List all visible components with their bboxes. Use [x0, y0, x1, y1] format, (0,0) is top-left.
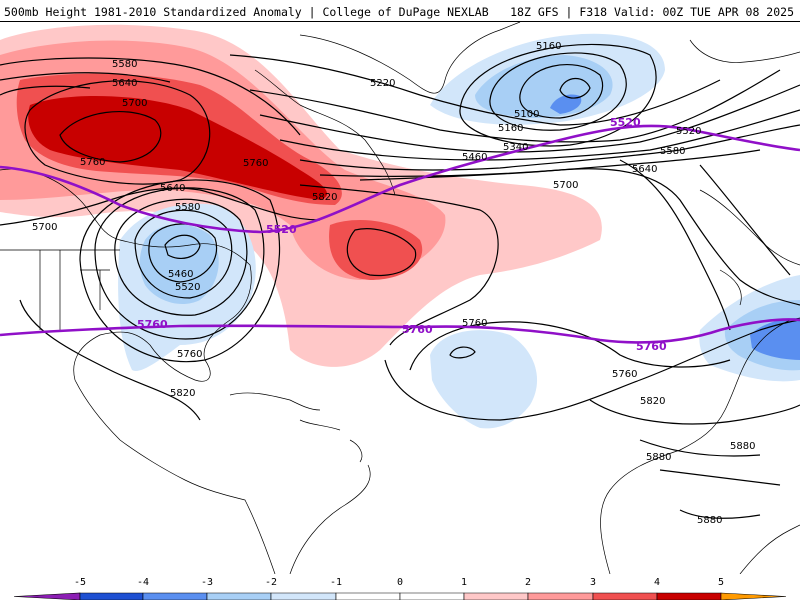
- highlight-contour-labels: 5520 5520 5760 5760 5760: [137, 116, 667, 353]
- anomaly-map: 5580 5640 5700 5760 5760 5640 5580 5700 …: [0, 22, 800, 574]
- contour-label: 5160: [498, 123, 523, 134]
- colorbar-bin: [399, 592, 465, 601]
- colorbar-tick-label: -1: [330, 577, 342, 588]
- contour-label: 5520: [175, 282, 200, 293]
- contour-label: 5100: [514, 109, 539, 120]
- map-header: 500mb Height 1981-2010 Standardized Anom…: [0, 0, 800, 22]
- colorbar-bin: [79, 592, 144, 601]
- colorbar-tick-label: -5: [74, 577, 86, 588]
- colorbar-bin: [592, 592, 658, 601]
- colorbar-labels: -5 -4 -3 -2 -1 0 1 2 3 4 5: [74, 577, 724, 588]
- negative-anomaly-east-3: [750, 318, 800, 360]
- contour-label: 5880: [646, 452, 671, 463]
- contour-label: 5760: [177, 349, 202, 360]
- colorbar-tick-label: -4: [137, 577, 149, 588]
- colorbar-bin: [720, 592, 787, 601]
- highlight-contour-label: 5520: [266, 223, 297, 236]
- colorbar-tick-label: 2: [525, 577, 531, 588]
- coastlines: [0, 22, 800, 574]
- colorbar-bin: [335, 592, 401, 601]
- highlight-contour-label: 5760: [137, 318, 168, 331]
- anomaly-shading: [0, 24, 800, 429]
- contour-label: 5820: [640, 396, 665, 407]
- colorbar-tick-label: 1: [461, 577, 467, 588]
- contour-label: 5880: [697, 515, 722, 526]
- contour-label: 5760: [80, 157, 105, 168]
- contour-label: 5460: [462, 152, 487, 163]
- contour-label: 5580: [175, 202, 200, 213]
- contour-label: 5760: [612, 369, 637, 380]
- colorbar: -5 -4 -3 -2 -1 0 1 2 3 4 5: [0, 574, 800, 601]
- contour-label: 5700: [32, 222, 57, 233]
- positive-anomaly-4: [28, 95, 328, 200]
- highlight-contour-label: 5760: [636, 340, 667, 353]
- contour-label: 5640: [632, 164, 657, 175]
- map-title: 500mb Height 1981-2010 Standardized Anom…: [4, 5, 489, 19]
- colorbar-graphic: -5 -4 -3 -2 -1 0 1 2 3 4 5: [13, 577, 787, 601]
- negative-anomaly-atlantic: [430, 330, 538, 429]
- contour-label: 5700: [553, 180, 578, 191]
- contour-labels: 5580 5640 5700 5760 5760 5640 5580 5700 …: [32, 41, 755, 526]
- colorbar-bin: [656, 592, 722, 601]
- contour-label: 5220: [370, 78, 395, 89]
- colorbar-bins: [13, 592, 787, 601]
- colorbar-bin: [206, 592, 272, 601]
- contour-label: 5880: [730, 441, 755, 452]
- contour-label: 5640: [112, 78, 137, 89]
- colorbar-bin: [527, 592, 594, 601]
- contour-label: 5520: [676, 126, 701, 137]
- colorbar-tick-label: -2: [265, 577, 277, 588]
- contour-label: 5760: [243, 158, 268, 169]
- colorbar-tick-label: 5: [718, 577, 724, 588]
- contour-label: 5460: [168, 269, 193, 280]
- contour-label: 5760: [462, 318, 487, 329]
- contour-label: 5640: [160, 183, 185, 194]
- contour-label: 5820: [312, 192, 337, 203]
- colorbar-tick-label: 0: [397, 577, 403, 588]
- contour-label: 5580: [112, 59, 137, 70]
- contour-label: 5160: [536, 41, 561, 52]
- height-contours: [0, 43, 800, 519]
- contour-label: 5580: [660, 146, 685, 157]
- highlight-contours: [0, 124, 800, 344]
- colorbar-bin: [142, 592, 208, 601]
- negative-anomaly-low-2: [139, 224, 219, 305]
- contour-label: 5340: [503, 142, 528, 153]
- colorbar-tick-label: -3: [201, 577, 213, 588]
- contour-label: 5820: [170, 388, 195, 399]
- highlight-contour-label: 5520: [610, 116, 641, 129]
- colorbar-bin: [463, 592, 529, 601]
- colorbar-bin: [13, 592, 81, 601]
- colorbar-tick-label: 4: [654, 577, 660, 588]
- highlight-contour-label: 5760: [402, 323, 433, 336]
- colorbar-bin: [270, 592, 337, 601]
- negative-anomaly-north-3: [550, 94, 582, 114]
- model-run-info: 18Z GFS | F318 Valid: 00Z TUE APR 08 202…: [510, 5, 794, 19]
- colorbar-tick-label: 3: [590, 577, 596, 588]
- contour-label: 5700: [122, 98, 147, 109]
